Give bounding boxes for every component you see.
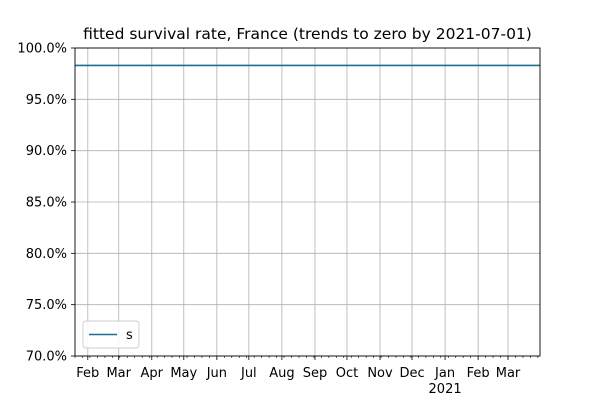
y-tick-label: 85.0% [26, 196, 67, 211]
y-tick-label: 90.0% [26, 144, 67, 159]
legend-label: s [126, 328, 133, 343]
y-tick-label: 95.0% [26, 93, 67, 108]
x-tick-label: Aug [269, 366, 294, 381]
x-tick-label: Oct [336, 366, 358, 381]
x-tick-label: Jun [206, 366, 227, 381]
y-tick-label: 75.0% [26, 298, 67, 313]
x-year-label: 2021 [429, 382, 462, 397]
x-tick-label: Feb [76, 366, 99, 381]
y-tick-label: 80.0% [26, 247, 67, 262]
x-tick-label: Feb [467, 366, 490, 381]
legend: s [82, 320, 140, 349]
x-tick-label: May [170, 366, 197, 381]
x-tick-label: Sep [303, 366, 328, 381]
x-tick-label: Jan [434, 366, 455, 381]
x-tick-label: Nov [367, 366, 393, 381]
y-tick-label: 70.0% [26, 350, 67, 365]
x-tick-label: Jul [240, 366, 257, 381]
x-tick-label: Mar [496, 366, 521, 381]
y-tick-label: 100.0% [17, 42, 67, 57]
chart-title: fitted survival rate, France (trends to … [83, 25, 532, 43]
plot-frame [74, 47, 541, 357]
x-tick-label: Dec [399, 366, 424, 381]
grid [75, 47, 540, 357]
x-tick-label: Apr [141, 366, 164, 381]
axes: 70.0% 75.0% 80.0% 85.0% 90.0% 95.0% 100.0% Feb M… [17, 42, 541, 397]
x-tick-label: Mar [106, 366, 131, 381]
